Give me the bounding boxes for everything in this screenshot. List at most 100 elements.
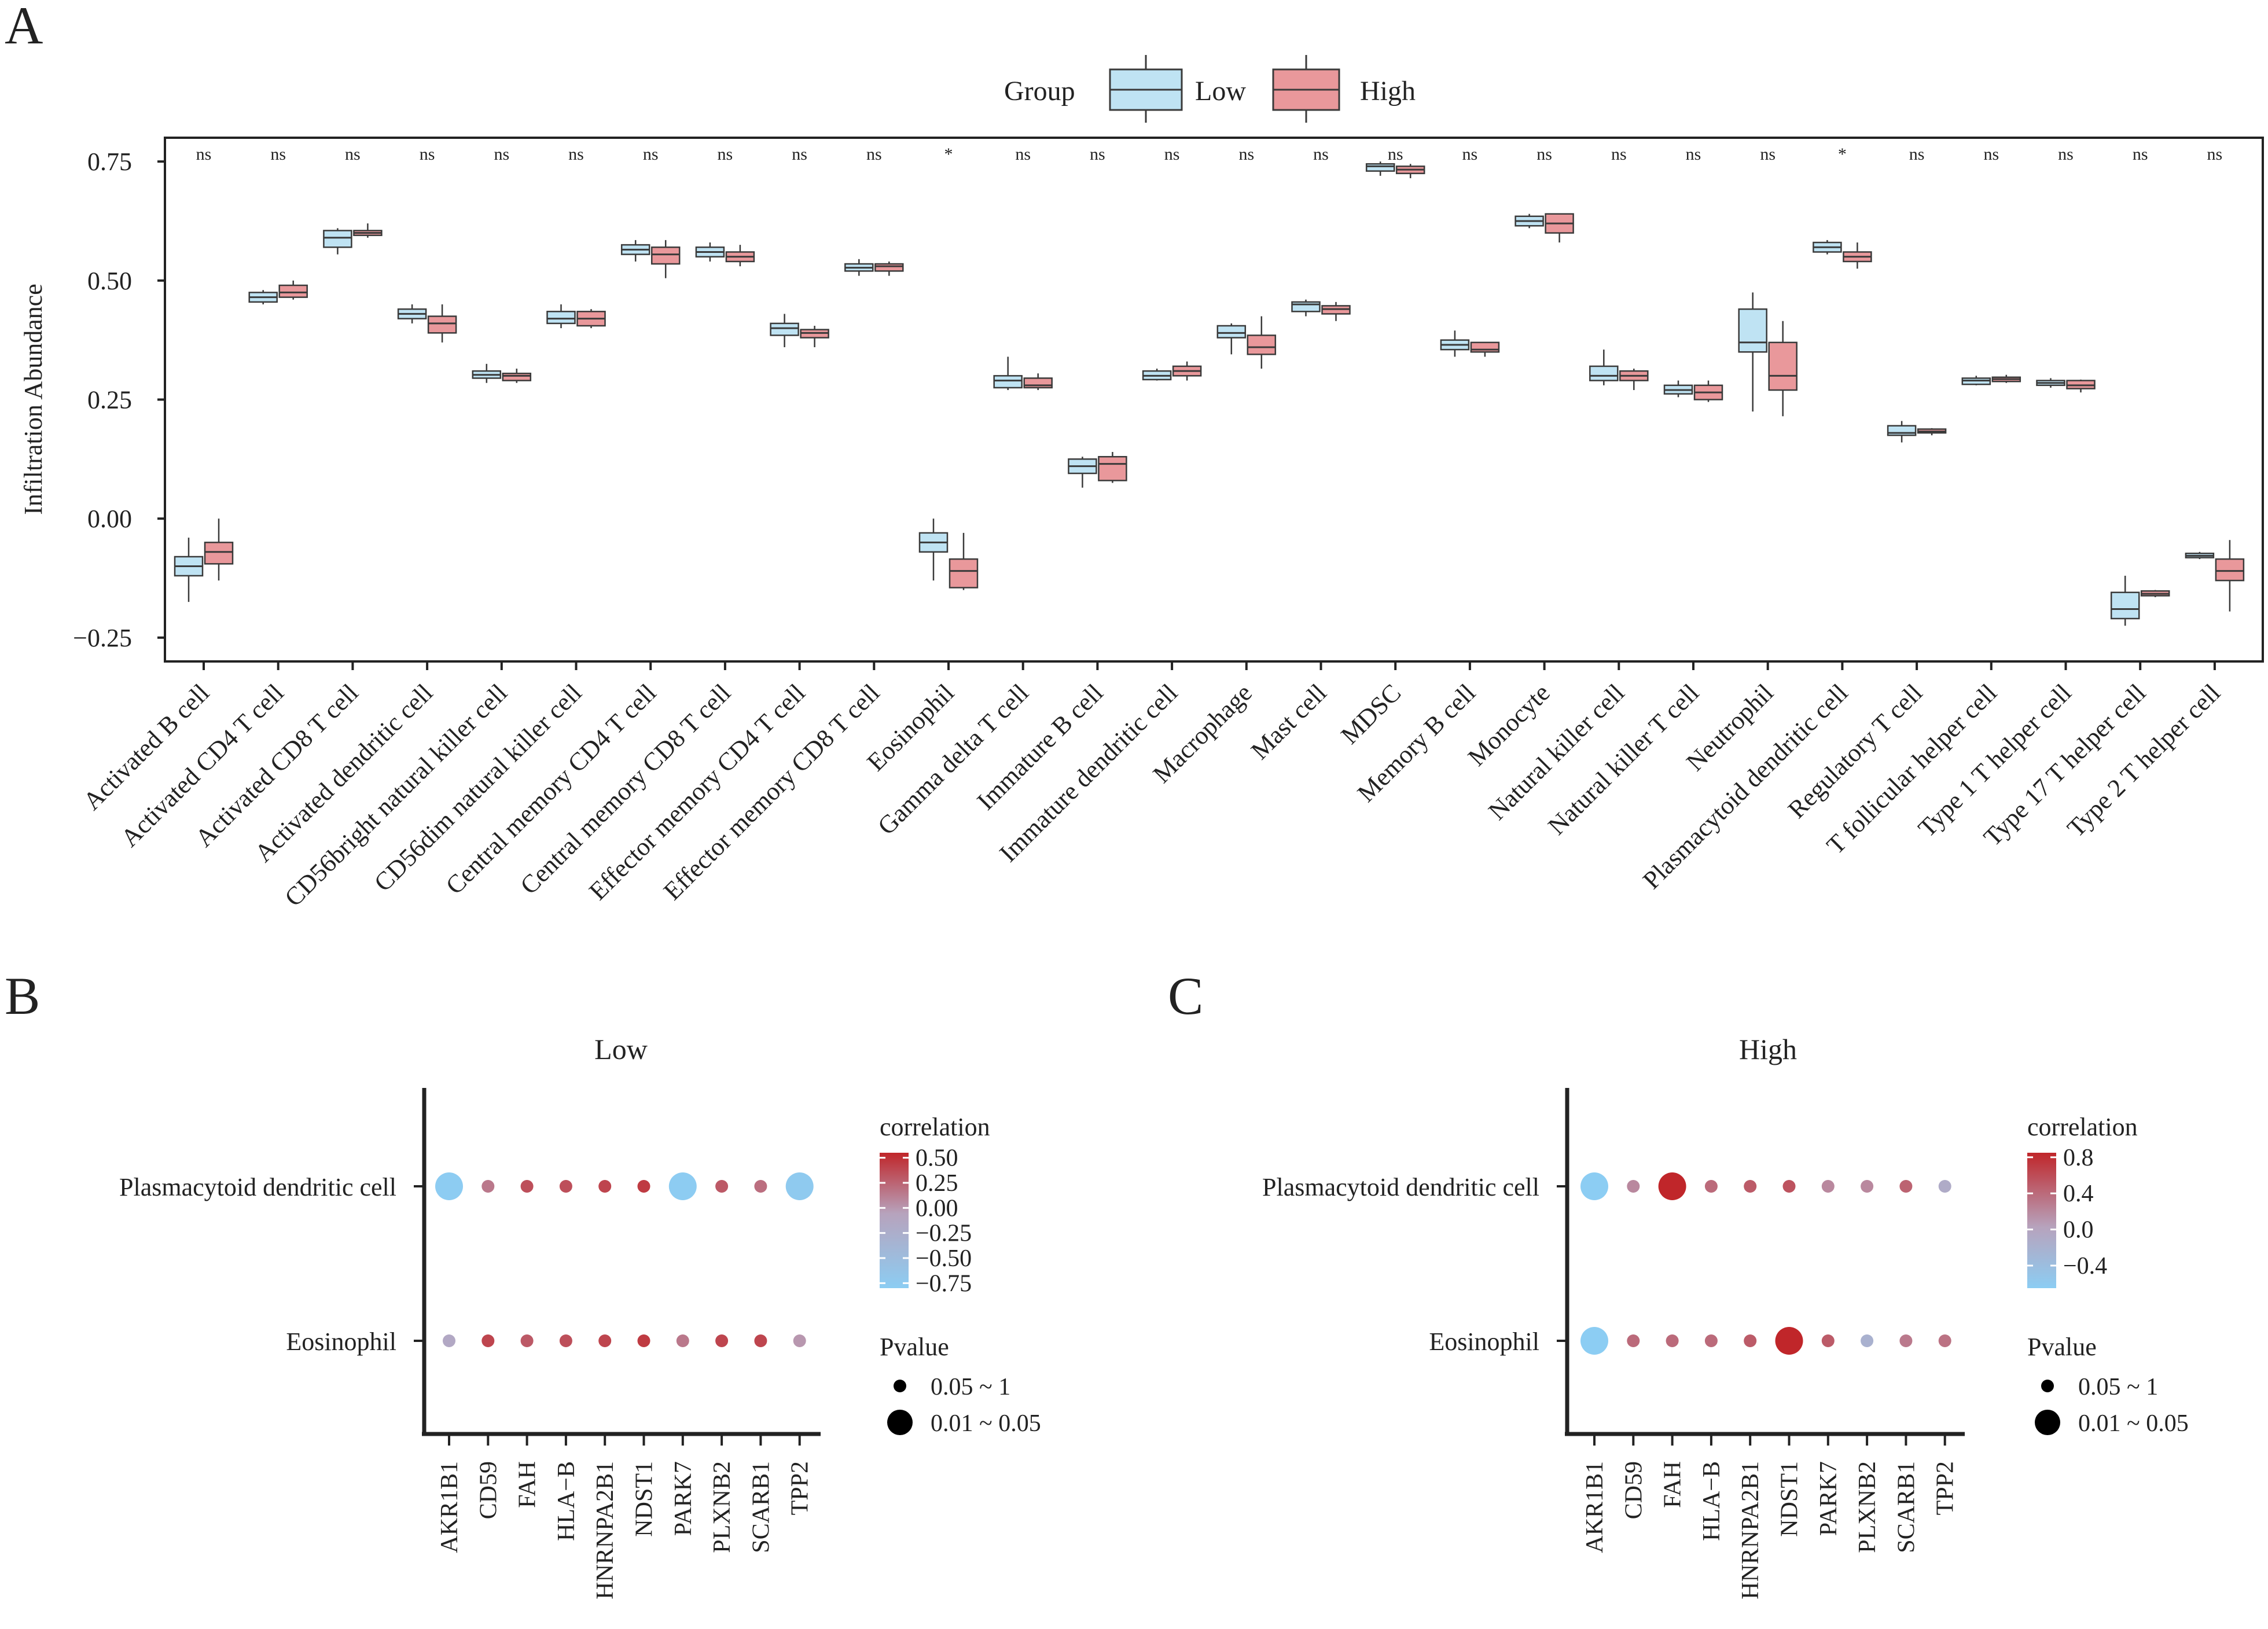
plot-panel-frame bbox=[164, 137, 2264, 663]
box-iqr bbox=[1365, 163, 1395, 172]
box-iqr bbox=[1887, 425, 1917, 436]
size-key-large bbox=[887, 1410, 913, 1435]
legend-entry-high: High bbox=[1360, 76, 1416, 106]
box-iqr bbox=[2215, 558, 2245, 582]
box-iqr bbox=[278, 284, 308, 298]
correlation-dot bbox=[785, 1172, 814, 1200]
row-label: Eosinophil bbox=[286, 1328, 396, 1356]
significance-label: ns bbox=[420, 145, 435, 164]
colorbar-tick-label: −0.75 bbox=[916, 1270, 972, 1297]
correlation-dot bbox=[1744, 1180, 1757, 1193]
box-iqr bbox=[323, 230, 352, 248]
box-low bbox=[1440, 330, 1470, 357]
significance-label: ns bbox=[1686, 145, 1701, 164]
correlation-dot bbox=[559, 1180, 572, 1193]
box-low bbox=[1216, 323, 1247, 355]
box-high bbox=[949, 532, 979, 590]
box-high bbox=[2215, 540, 2245, 612]
box-high bbox=[2066, 379, 2096, 393]
significance-label: ns bbox=[2207, 145, 2223, 164]
box-iqr bbox=[1768, 341, 1798, 391]
significance-label: ns bbox=[2058, 145, 2074, 164]
box-iqr bbox=[993, 375, 1023, 389]
box-low bbox=[2185, 551, 2215, 560]
box-high bbox=[800, 325, 829, 347]
box-low bbox=[1291, 299, 1321, 317]
box-low bbox=[1068, 457, 1097, 488]
box-iqr bbox=[1247, 334, 1277, 355]
significance-label: ns bbox=[718, 145, 733, 164]
box-iqr bbox=[650, 246, 681, 265]
box-high bbox=[1395, 164, 1425, 178]
colorbar-tick-label: 0.8 bbox=[2063, 1145, 2094, 1171]
row-label: Plasmacytoid dendritic cell bbox=[1262, 1173, 1539, 1201]
significance-label: ns bbox=[792, 145, 807, 164]
gene-label: PARK7 bbox=[1815, 1461, 1842, 1536]
panel-label-c: C bbox=[1168, 966, 1203, 1025]
box-low bbox=[770, 314, 799, 347]
colorbar-tick-label: 0.4 bbox=[2063, 1181, 2094, 1207]
box-high bbox=[1172, 361, 1202, 381]
box-iqr bbox=[427, 315, 457, 334]
gene-label: HLA−B bbox=[1699, 1461, 1725, 1541]
y-axis-title: Infiltration Abundance bbox=[19, 284, 47, 515]
box-low bbox=[546, 304, 576, 329]
correlation-dot bbox=[715, 1180, 729, 1193]
panel-label-b: B bbox=[5, 966, 40, 1025]
gene-label: NDST1 bbox=[631, 1461, 658, 1537]
correlation-dot bbox=[598, 1180, 612, 1193]
significance-label: ns bbox=[1536, 145, 1552, 164]
box-high bbox=[1693, 380, 1723, 402]
gene-label: HLA−B bbox=[553, 1461, 580, 1541]
legend-title: Group bbox=[1004, 76, 1075, 106]
correlation-dot bbox=[668, 1172, 697, 1200]
significance-label: * bbox=[944, 145, 953, 164]
significance-label: ns bbox=[2133, 145, 2148, 164]
x-tick-label: Immature B cell bbox=[972, 678, 1109, 815]
significance-label: ns bbox=[1388, 145, 1403, 164]
correlation-dot bbox=[754, 1180, 767, 1193]
correlation-dot bbox=[520, 1334, 534, 1347]
panel-c-dotplot: High Plasmacytoid dendritic cell Eosinophi… bbox=[1262, 1033, 2189, 1599]
box-iqr bbox=[949, 558, 979, 589]
significance-label: ns bbox=[1462, 145, 1478, 164]
significance-label: ns bbox=[1760, 145, 1776, 164]
box-low bbox=[1365, 161, 1395, 176]
gene-label: HNRNPA2B1 bbox=[1737, 1461, 1764, 1599]
correlation-dot bbox=[637, 1334, 650, 1347]
box-low bbox=[1589, 350, 1619, 385]
box-high bbox=[1098, 452, 1127, 483]
significance-label: ns bbox=[345, 145, 361, 164]
gene-label: PARK7 bbox=[670, 1461, 697, 1536]
x-tick-label: Natural killer cell bbox=[1483, 678, 1630, 825]
size-key-small bbox=[894, 1380, 906, 1392]
y-tick-label: −0.25 bbox=[73, 624, 132, 652]
panel-label-a: A bbox=[5, 0, 43, 55]
correlation-dot bbox=[1704, 1180, 1718, 1193]
box-high bbox=[1917, 428, 1947, 436]
y-tick-label: 0.50 bbox=[87, 267, 132, 295]
colorbar-tick-label: −0.4 bbox=[2063, 1253, 2107, 1279]
correlation-dot bbox=[1821, 1334, 1835, 1347]
colorbar-title: correlation bbox=[880, 1113, 990, 1141]
correlation-dot bbox=[637, 1180, 650, 1193]
correlation-dot bbox=[1861, 1180, 1874, 1193]
correlation-dot bbox=[435, 1172, 463, 1200]
box-high bbox=[576, 309, 606, 329]
box-high bbox=[1023, 373, 1053, 391]
correlation-dot bbox=[793, 1334, 806, 1347]
panel-b-dotplot: Low Plasmacytoid dendritic cell Eosinophil… bbox=[119, 1033, 1041, 1599]
colorbar-title: correlation bbox=[2027, 1113, 2138, 1141]
size-key-large bbox=[2035, 1410, 2060, 1435]
significance-label: ns bbox=[1313, 145, 1329, 164]
correlation-dot bbox=[1580, 1327, 1608, 1355]
correlation-dot bbox=[1938, 1334, 1951, 1347]
size-legend-entry: 0.01 ~ 0.05 bbox=[931, 1410, 1041, 1437]
x-tick-label: MDSC bbox=[1335, 678, 1406, 749]
panel-title: High bbox=[1739, 1033, 1797, 1065]
box-low bbox=[1738, 292, 1767, 412]
significance-label: ns bbox=[568, 145, 584, 164]
significance-label: ns bbox=[1164, 145, 1180, 164]
box-low bbox=[2110, 575, 2140, 626]
correlation-dot bbox=[676, 1334, 689, 1347]
